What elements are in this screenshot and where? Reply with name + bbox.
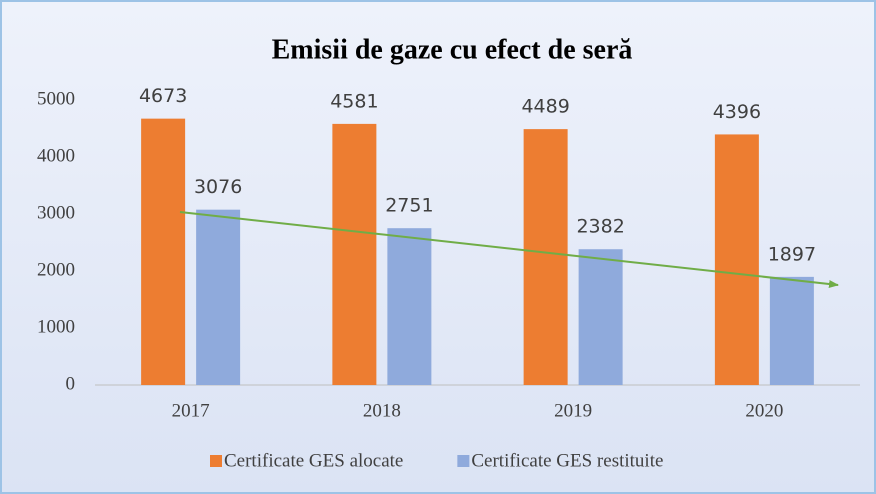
bar [387,228,432,385]
data-label: 2751 [385,195,433,217]
trend-arrow [179,211,839,288]
legend-label: Certificate GES restituite [471,450,663,471]
bar [714,134,759,385]
chart-title: Emisii de gaze cu efect de seră [272,34,633,65]
y-tick-label: 4000 [37,145,75,166]
x-tick-label: 2017 [172,400,210,421]
x-tick-label: 2019 [554,400,592,421]
bar [332,123,377,386]
data-label: 1897 [768,243,816,265]
bar [769,276,814,385]
data-label: 4581 [330,90,378,112]
y-tick-label: 3000 [37,202,75,223]
y-tick-label: 2000 [37,259,75,280]
plot: 0 1000 2000 3000 4000 5000 2017 4673 3076 2018 458… [37,85,860,471]
bar [523,129,568,385]
bar [141,118,186,385]
y-tick-label: 5000 [37,88,75,109]
legend-swatch [457,455,470,467]
x-tick-label: 2020 [745,400,783,421]
data-label: 2382 [576,216,624,238]
data-label: 4673 [139,85,187,107]
bar [578,249,623,385]
x-tick-label: 2018 [363,400,401,421]
data-label: 3076 [194,176,242,198]
legend-swatch [210,455,222,467]
data-label: 4396 [713,101,761,123]
y-tick-label: 0 [66,373,76,394]
bar [196,209,241,385]
legend-label: Certificate GES alocate [224,450,403,471]
data-label: 4489 [521,96,569,118]
y-tick-label: 1000 [37,316,75,337]
